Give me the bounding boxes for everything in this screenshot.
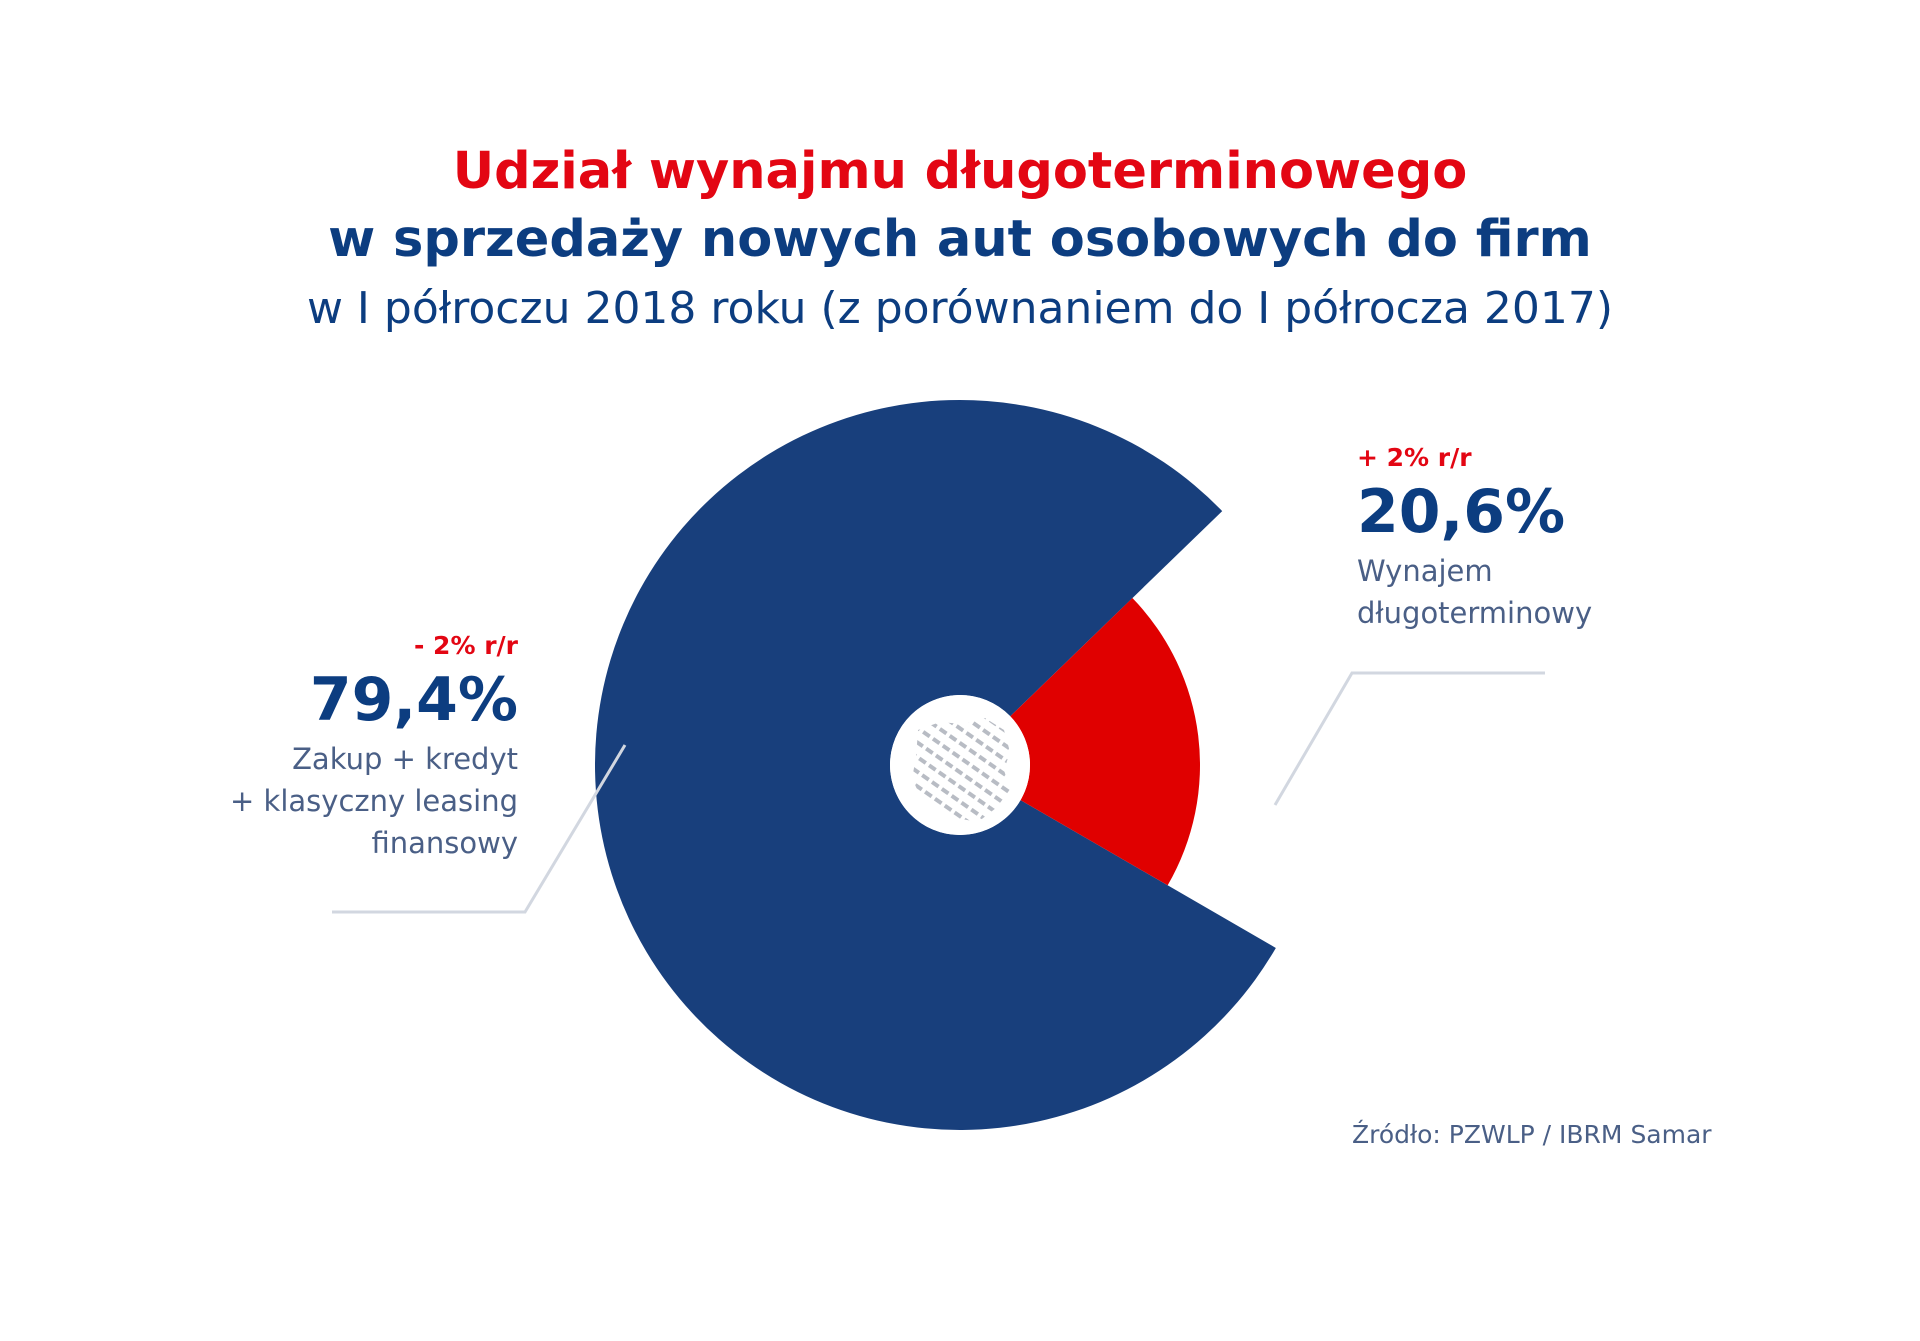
- slice-change-rental: + 2% r/r: [1357, 443, 1472, 472]
- source-note: Źródło: PZWLP / IBRM Samar: [1352, 1120, 1712, 1149]
- slice-desc-rental-2: długoterminowy: [1357, 596, 1593, 630]
- slice-rental: [1010, 598, 1201, 886]
- slice-value-purchase: 79,4%: [309, 665, 518, 735]
- slices-layer: [595, 399, 1276, 1130]
- leader-line-left: [332, 744, 627, 914]
- slice-desc-rental-1: Wynajem: [1357, 554, 1493, 588]
- slice-label-purchase: - 2% r/r 79,4% Zakup + kredyt + klasyczn…: [230, 630, 518, 864]
- slice-purchase: [595, 399, 1276, 1130]
- slice-label-rental: + 2% r/r 20,6% Wynajem długoterminowy: [1357, 442, 1592, 634]
- slice-change-purchase: - 2% r/r: [413, 631, 518, 660]
- slice-desc-purchase-2: + klasyczny leasing: [230, 784, 518, 818]
- chart-title-line2: w sprzedaży nowych aut osobowych do firm: [328, 210, 1592, 269]
- poland-map-icon: [912, 718, 1010, 822]
- leader-line-right: [1273, 671, 1545, 806]
- center-layer: [890, 695, 1030, 835]
- chart-title-line1: Udział wynajmu długoterminowego: [452, 142, 1468, 201]
- chart-subtitle: w I półroczu 2018 roku (z porównaniem do…: [306, 283, 1614, 334]
- slice-desc-purchase-3: finansowy: [371, 826, 518, 860]
- slice-value-rental: 20,6%: [1357, 477, 1566, 547]
- slice-desc-purchase-1: Zakup + kredyt: [292, 742, 518, 776]
- leader-lines: [332, 671, 1545, 914]
